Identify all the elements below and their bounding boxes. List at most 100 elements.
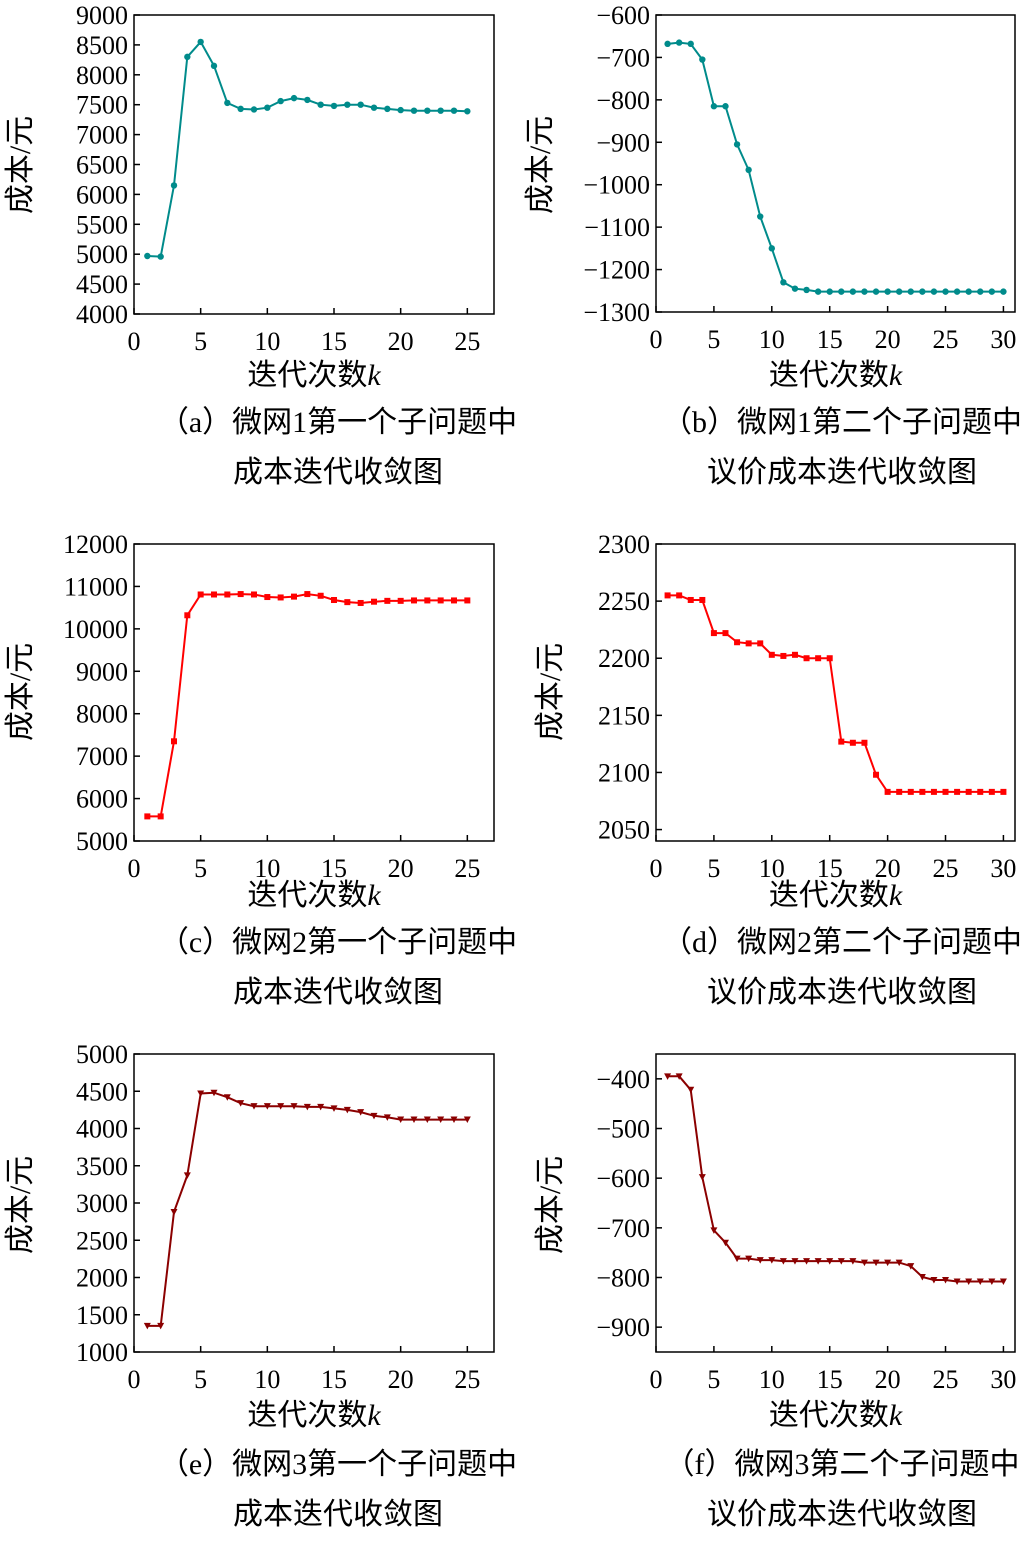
data-point (344, 101, 351, 108)
data-point (734, 639, 741, 646)
data-point (745, 640, 752, 647)
data-point (184, 612, 191, 619)
x-axis-label: 迭代次数k (247, 1399, 381, 1432)
series-line (667, 1075, 1004, 1283)
y-tick-label: −500 (596, 1115, 650, 1144)
data-point (437, 1116, 445, 1124)
x-tick-label: 25 (454, 1365, 480, 1394)
data-point (303, 1103, 311, 1111)
data-point (277, 594, 284, 601)
x-tick-label: 15 (817, 1365, 843, 1394)
x-axis-label-text: 迭代次数 (247, 879, 367, 912)
data-point (264, 104, 271, 111)
caption-line-1: （d）微网2第二个子问题中 (662, 926, 1022, 959)
data-point (733, 141, 741, 148)
x-tick-label: 25 (454, 327, 480, 356)
caption-line-1: （a）微网1第一个子问题中 (159, 406, 517, 439)
data-point (826, 655, 833, 662)
x-axis-label-text: 迭代次数 (769, 359, 889, 392)
x-tick-label: 15 (321, 327, 347, 356)
data-point (814, 1258, 822, 1265)
y-tick-label: −800 (596, 86, 650, 115)
data-point (988, 288, 996, 295)
data-point (687, 40, 694, 48)
x-tick-label: 0 (128, 1365, 141, 1394)
x-tick-label: 20 (875, 854, 901, 883)
x-tick-label: 20 (388, 327, 414, 356)
y-tick-label: 4500 (76, 1077, 128, 1106)
plot-frame (655, 1053, 1016, 1353)
data-point (872, 288, 880, 295)
data-point (437, 107, 444, 114)
data-point (884, 1259, 892, 1267)
data-point (675, 1073, 683, 1080)
data-point (965, 288, 972, 295)
data-point (464, 108, 471, 115)
x-axis-label: 迭代次数k (247, 359, 381, 392)
data-point (803, 286, 810, 294)
y-tick-label: 8000 (76, 700, 128, 729)
y-tick-label: 6500 (76, 151, 128, 180)
data-point (157, 813, 164, 820)
data-point (410, 107, 418, 114)
data-point (171, 738, 177, 745)
data-point (211, 591, 217, 598)
data-point (237, 105, 244, 113)
plot-frame (655, 543, 1016, 842)
y-tick-label: −700 (596, 43, 650, 72)
chart-panel-b: 0 5 10 15 20 25 30 −1300 −1200 −1100 −1000 −900 −800… (524, 1, 1022, 489)
x-axis-label: 迭代次数k (769, 359, 903, 392)
caption-line-1: （c）微网2第一个子问题中 (159, 926, 517, 959)
data-point (197, 1090, 205, 1097)
data-point (451, 597, 457, 604)
series-line (667, 41, 1004, 293)
y-tick-label: 9000 (76, 657, 128, 686)
data-point (397, 106, 404, 114)
data-point (930, 1276, 938, 1284)
data-point (699, 596, 706, 603)
data-point (791, 285, 799, 292)
data-point (988, 788, 995, 795)
data-point (423, 1116, 431, 1124)
x-axis-label: 迭代次数k (769, 879, 903, 912)
x-axis-label-variable: k (367, 879, 381, 912)
y-tick-label: 5500 (76, 210, 128, 239)
y-tick-label: 2150 (598, 701, 650, 730)
x-tick-label: 10 (254, 1365, 280, 1394)
data-point (664, 592, 671, 599)
y-tick-label: −600 (596, 1, 650, 30)
caption-line-1: （f）微网3第二个子问题中 (665, 1448, 1020, 1481)
data-point (872, 1259, 880, 1267)
data-point (965, 788, 972, 795)
data-point (803, 1258, 811, 1265)
data-point (919, 788, 926, 795)
data-point (1000, 288, 1007, 295)
x-tick-label: 0 (128, 327, 141, 356)
data-point (344, 599, 351, 606)
data-point (976, 1278, 984, 1285)
data-point (224, 99, 231, 107)
data-point (965, 1278, 973, 1285)
data-point (721, 1239, 729, 1247)
data-point (143, 1322, 151, 1330)
x-tick-label: 0 (650, 1365, 663, 1394)
data-point (710, 103, 718, 110)
caption-line-1: （b）微网1第二个子问题中 (662, 406, 1022, 439)
data-point (290, 1103, 298, 1110)
data-point (918, 1274, 926, 1281)
data-point (144, 813, 151, 820)
plot-frame (133, 1053, 495, 1353)
data-point (895, 1259, 903, 1267)
data-point (264, 594, 271, 601)
y-tick-label: −900 (596, 1313, 650, 1342)
data-point (895, 288, 903, 295)
y-tick-label: 2300 (598, 530, 650, 559)
x-tick-label: 5 (194, 854, 207, 883)
data-point (383, 1114, 391, 1121)
data-point (780, 279, 787, 286)
y-tick-label: 3000 (76, 1189, 128, 1218)
data-point (745, 1255, 753, 1263)
data-point (223, 1094, 231, 1101)
data-point (170, 1208, 178, 1216)
